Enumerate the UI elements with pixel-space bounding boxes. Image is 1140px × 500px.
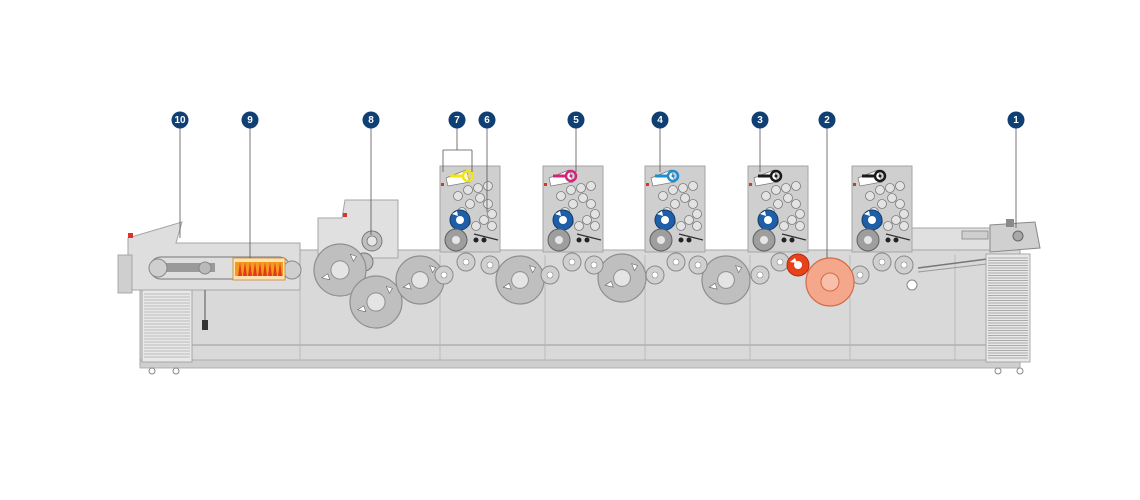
callout-badge: 4: [651, 111, 669, 129]
ink-tower: [644, 165, 706, 253]
callout-label: 10: [174, 115, 186, 126]
red-transfer-unit: [786, 253, 855, 307]
callout-label: 9: [247, 115, 253, 126]
ink-tower: [439, 165, 501, 253]
callout-badge: 10: [171, 111, 189, 129]
callout-badge: 6: [478, 111, 496, 129]
callout-label: 7: [454, 115, 460, 126]
callout-circle: [448, 111, 466, 129]
ink-tower: [851, 165, 913, 253]
callout-badge: 8: [362, 111, 380, 129]
callout-circle: [751, 111, 769, 129]
callout-circle: [362, 111, 380, 129]
ink-tower: [747, 165, 809, 253]
dryer-unit: [232, 257, 286, 281]
callout-label: 6: [484, 115, 490, 126]
callout-label: 3: [757, 115, 763, 126]
callout-badge: 9: [241, 111, 259, 129]
callout-circle: [818, 111, 836, 129]
callout-badge: 1: [1007, 111, 1025, 129]
callout-circle: [241, 111, 259, 129]
callout-badges: 10 9 8 7 6 5 4 3 2 1: [171, 111, 1025, 129]
callout-circle: [567, 111, 585, 129]
callout-circle: [478, 111, 496, 129]
ink-tower: [542, 165, 604, 253]
printing-towers: [439, 165, 913, 253]
callout-badge: 3: [751, 111, 769, 129]
callout-label: 5: [573, 115, 579, 126]
delivery-pile: [141, 289, 193, 363]
callout-circle: [171, 111, 189, 129]
feeder-unit: [906, 219, 1041, 363]
callout-badge: 7: [448, 111, 466, 129]
cylinder-row: [313, 243, 914, 329]
callout-circle: [1007, 111, 1025, 129]
callout-label: 4: [657, 115, 663, 126]
callout-label: 8: [368, 115, 374, 126]
callout-circle: [651, 111, 669, 129]
callout-label: 1: [1013, 115, 1019, 126]
callout-badge: 5: [567, 111, 585, 129]
callout-badge: 2: [818, 111, 836, 129]
callout-leader-lines: [179, 128, 1017, 258]
callout-label: 2: [824, 115, 830, 126]
